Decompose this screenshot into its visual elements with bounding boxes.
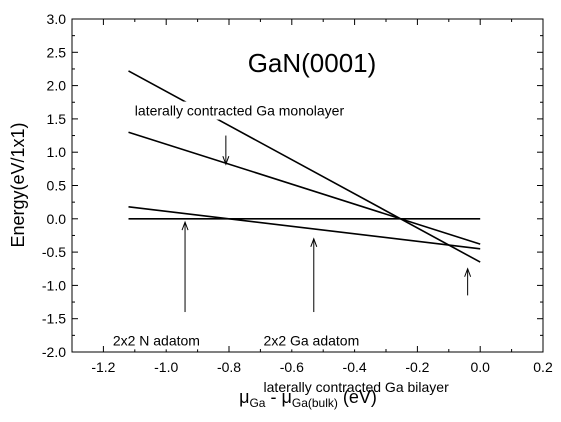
y-tick-label-1: -1.5: [42, 311, 66, 327]
annotation-label-2: 2x2 Ga adatom: [264, 332, 360, 348]
x-label-symbol-2: μ: [281, 387, 291, 407]
x-tick-label-5: -0.2: [405, 359, 429, 375]
x-axis-ticks: -1.2 -1.0 -0.8 -0.6 -0.4 -0.2 0.0 0.2: [91, 19, 553, 375]
y-tick-label-9: 2.5: [47, 44, 67, 60]
chart-title: GaN(0001): [248, 48, 377, 78]
series-lines: [128, 70, 481, 263]
annotations: laterally contracted Ga monolayer 2x2 N a…: [110, 101, 472, 396]
series-line-s_mono: [128, 131, 481, 245]
x-tick-label-6: 0.0: [470, 359, 490, 375]
annotation-label-0: laterally contracted Ga monolayer: [135, 103, 345, 119]
annotation-arrowhead-3: [464, 267, 472, 277]
x-tick-label-1: -1.0: [154, 359, 178, 375]
y-tick-label-10: 3.0: [47, 11, 67, 27]
annotation-label-3: laterally contracted Ga bilayer: [264, 379, 450, 395]
y-tick-label-2: -1.0: [42, 277, 66, 293]
x-axis-label: μGa - μGa(bulk) (eV): [239, 387, 377, 410]
x-tick-label-3: -0.6: [280, 359, 304, 375]
y-axis-label: Energy(eV/1x1): [8, 122, 28, 247]
y-tick-label-5: 0.5: [47, 178, 67, 194]
y-tick-label-6: 1.0: [47, 144, 67, 160]
annotation-arrowhead-1: [181, 220, 189, 231]
annotation-label-bg-1: [110, 331, 202, 350]
annotation-arrowhead-0: [222, 156, 230, 166]
series-line-s_bi: [128, 70, 481, 263]
x-label-separator: -: [265, 387, 281, 407]
series-line-s_ga: [128, 206, 481, 250]
y-tick-label-8: 2.0: [47, 78, 67, 94]
y-tick-label-7: 1.5: [47, 111, 67, 127]
annotation-label-bg-0: [132, 101, 347, 120]
annotation-label-1: 2x2 N adatom: [113, 332, 200, 348]
x-label-symbol-1: μ: [239, 387, 249, 407]
annotation-label-bg-3: [261, 377, 452, 396]
x-label-sub-1: Ga: [249, 396, 265, 410]
y-tick-label-0: -2.0: [42, 344, 66, 360]
x-tick-label-0: -1.2: [91, 359, 115, 375]
annotation-label-bg-2: [261, 331, 362, 350]
annotation-arrowhead-2: [310, 237, 318, 247]
y-tick-label-3: -0.5: [42, 244, 66, 260]
x-label-sub-2: Ga(bulk): [292, 396, 338, 410]
x-tick-label-4: -0.4: [343, 359, 367, 375]
y-axis-ticks: -2.0 -1.5 -1.0 -0.5 0.0 0.5 1.0 1.5 2.0 2.5 3.0: [42, 11, 543, 360]
x-label-unit: (eV): [338, 387, 377, 407]
x-tick-label-7: 0.2: [533, 359, 553, 375]
x-tick-label-2: -0.8: [217, 359, 241, 375]
y-tick-label-4: 0.0: [47, 211, 67, 227]
